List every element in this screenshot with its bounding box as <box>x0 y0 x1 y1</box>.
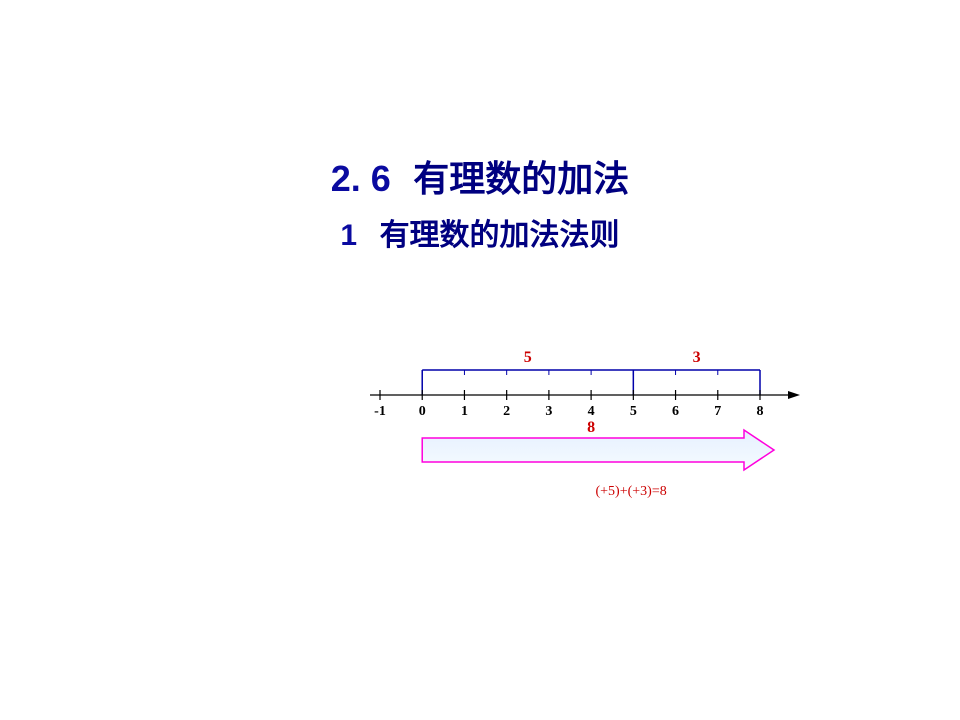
tick-label: 2 <box>503 404 510 419</box>
section-number: 2. 6 <box>331 158 391 199</box>
tick-label: 0 <box>419 404 426 419</box>
tick-label: 6 <box>672 404 679 419</box>
subtitle-text: 有理数的加法法则 <box>380 219 620 252</box>
tick-label: 5 <box>630 404 637 419</box>
title-text: 有理数的加法 <box>413 158 629 199</box>
tick-label: 1 <box>461 404 468 419</box>
number-line-diagram: 5 3 -1 0 1 2 3 4 5 6 7 8 8 (+5)+(+3)=8 <box>360 330 810 530</box>
subsection-number: 1 <box>340 219 357 252</box>
slide: 2. 6 有理数的加法 1 有理数的加法法则 5 3 -1 0 1 2 3 4 5 6 7 8 8 (+5… <box>0 0 960 720</box>
upper-label-5: 5 <box>524 349 532 366</box>
subtitle-row: 1 有理数的加法法则 <box>0 210 960 254</box>
equation-text: (+5)+(+3)=8 <box>595 484 666 499</box>
tick-label: 7 <box>714 404 721 419</box>
tick-label: 4 <box>588 404 595 419</box>
lower-label-8: 8 <box>587 419 595 436</box>
title-row: 2. 6 有理数的加法 <box>0 150 960 202</box>
result-arrow <box>422 430 774 470</box>
tick-label: 8 <box>757 404 764 419</box>
tick-label: 3 <box>545 404 552 419</box>
upper-label-3: 3 <box>693 349 701 366</box>
tick-label: -1 <box>374 404 386 419</box>
